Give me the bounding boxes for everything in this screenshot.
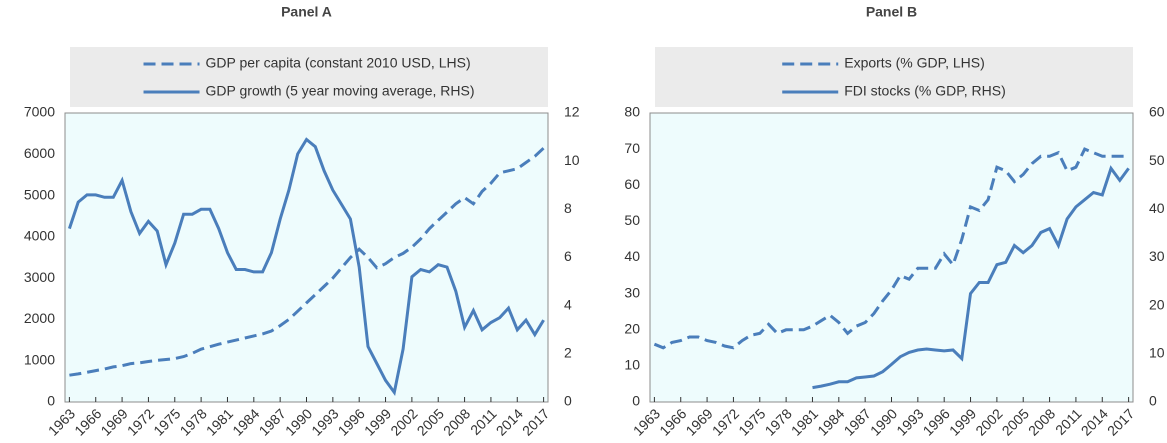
y2-tick-label: 40 (1149, 200, 1165, 216)
x-tick-label: 2014 (493, 405, 526, 438)
x-tick-label: 2005 (999, 405, 1032, 438)
series-line (812, 165, 1130, 390)
series-line (67, 137, 545, 397)
y-tick-label: 40 (624, 248, 640, 264)
legend-label: GDP growth (5 year moving average, RHS) (206, 83, 475, 99)
x-tick-label: 1972 (124, 405, 157, 438)
y2-tick-label: 30 (1149, 248, 1165, 264)
plot-area (649, 112, 1134, 403)
y2-tick-label: 20 (1149, 296, 1165, 312)
legend-item: Exports (% GDP, LHS) (782, 55, 985, 71)
x-tick-label: 1999 (946, 405, 979, 438)
y-tick-label: 80 (624, 104, 640, 120)
x-tick-label: 1966 (656, 405, 689, 438)
x-tick-label: 2002 (972, 405, 1005, 438)
x-tick-label: 1975 (150, 405, 183, 438)
y-tick-label: 10 (624, 357, 640, 373)
y2-tick-label: 10 (1149, 345, 1165, 361)
y-tick-label: 2000 (24, 310, 55, 326)
y2-tick-label: 6 (564, 248, 572, 264)
series-line (653, 147, 1129, 350)
legend: Exports (% GDP, LHS) FDI stocks (% GDP, R… (655, 47, 1133, 107)
x-tick-label: 1972 (709, 405, 742, 438)
panel-title: Panel A (281, 4, 332, 20)
x-tick-label: 1978 (762, 405, 795, 438)
y2-tick-label: 0 (564, 393, 572, 409)
x-tick-label: 1999 (361, 405, 394, 438)
x-tick-label: 1969 (97, 405, 130, 438)
x-tick-label: 1969 (682, 405, 715, 438)
legend: GDP per capita (constant 2010 USD, LHS) G… (70, 47, 548, 107)
x-tick-label: 2011 (1052, 405, 1085, 438)
y-tick-label: 4000 (24, 228, 55, 244)
plot-area (64, 112, 549, 403)
legend-box (655, 47, 1133, 107)
x-tick-label: 1966 (71, 405, 104, 438)
y-tick-label: 50 (624, 212, 640, 228)
x-tick-label: 1996 (335, 405, 368, 438)
y2-tick-label: 8 (564, 200, 572, 216)
y-tick-label: 5000 (24, 186, 55, 202)
x-tick-label: 1975 (735, 405, 768, 438)
x-tick-label: 1978 (177, 405, 210, 438)
y-tick-label: 0 (632, 393, 640, 409)
x-tick-label: 2008 (440, 405, 473, 438)
y2-tick-label: 2 (564, 345, 572, 361)
x-tick-label: 2017 (519, 405, 552, 438)
x-tick-label: 1963 (45, 405, 78, 438)
legend-item: GDP growth (5 year moving average, RHS) (143, 83, 475, 99)
x-tick-label: 2008 (1025, 405, 1058, 438)
x-tick-label: 1984 (229, 405, 262, 438)
y-tick-label: 30 (624, 284, 640, 300)
legend-label: GDP per capita (constant 2010 USD, LHS) (206, 55, 471, 71)
x-tick-label: 1984 (814, 405, 847, 438)
x-tick-label: 2002 (387, 405, 420, 438)
x-tick-label: 1987 (841, 405, 874, 438)
y2-tick-label: 4 (564, 296, 572, 312)
y2-tick-label: 0 (1149, 393, 1157, 409)
y2-tick-label: 12 (564, 104, 580, 120)
y-tick-label: 60 (624, 176, 640, 192)
y-tick-label: 7000 (24, 104, 55, 120)
x-tick-label: 1963 (630, 405, 663, 438)
x-tick-label: 2014 (1078, 405, 1111, 438)
x-tick-label: 1990 (282, 405, 315, 438)
y2-tick-label: 10 (564, 152, 580, 168)
series-line (69, 147, 545, 377)
y-tick-label: 20 (624, 320, 640, 336)
x-tick-label: 1981 (203, 405, 236, 438)
x-tick-label: 1990 (867, 405, 900, 438)
y-tick-label: 0 (47, 393, 55, 409)
legend-item: GDP per capita (constant 2010 USD, LHS) (143, 55, 471, 71)
y2-tick-label: 50 (1149, 152, 1165, 168)
x-tick-label: 2017 (1104, 405, 1137, 438)
x-tick-label: 2005 (414, 405, 447, 438)
legend-label: FDI stocks (% GDP, RHS) (844, 83, 1006, 99)
y2-tick-label: 60 (1149, 104, 1165, 120)
y-tick-label: 70 (624, 140, 640, 156)
legend-item: FDI stocks (% GDP, RHS) (782, 83, 1006, 99)
panel-title: Panel B (866, 4, 917, 20)
x-tick-label: 1981 (788, 405, 821, 438)
y-tick-label: 6000 (24, 145, 55, 161)
y-tick-label: 3000 (24, 269, 55, 285)
x-tick-label: 1987 (256, 405, 289, 438)
legend-label: Exports (% GDP, LHS) (844, 55, 985, 71)
y-tick-label: 1000 (24, 351, 55, 367)
x-tick-label: 1993 (893, 405, 926, 438)
x-tick-label: 2011 (467, 405, 500, 438)
x-tick-label: 1996 (920, 405, 953, 438)
legend-box (70, 47, 548, 107)
x-tick-label: 1993 (308, 405, 341, 438)
